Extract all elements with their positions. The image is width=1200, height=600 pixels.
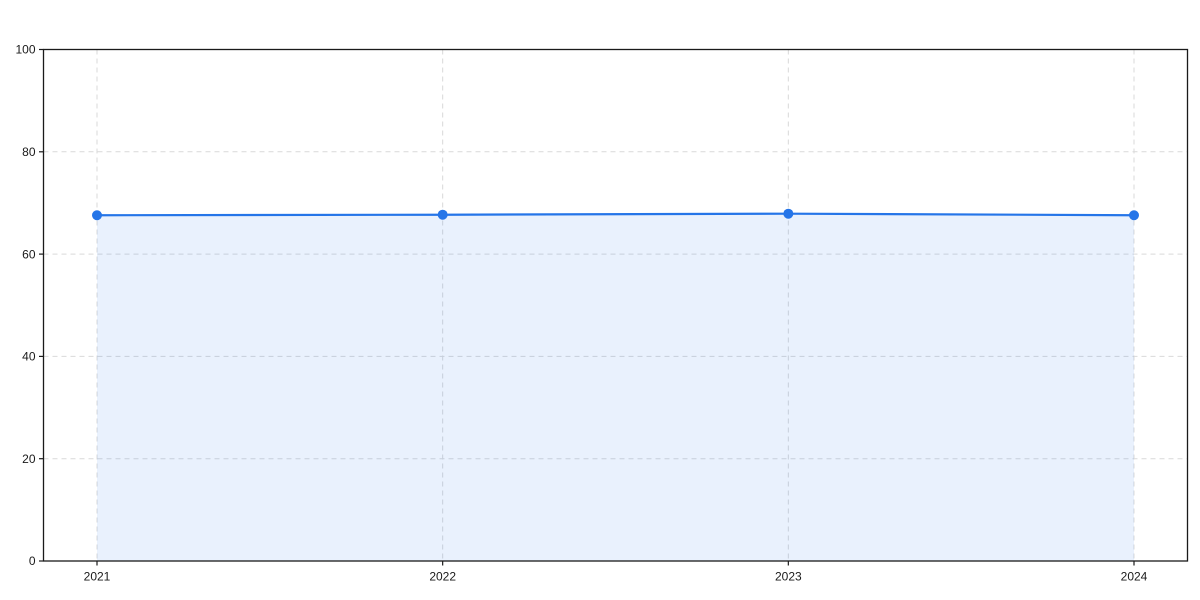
data-point-2024	[1129, 210, 1139, 221]
data-point-2022	[437, 209, 448, 220]
trend-line	[95, 212, 1136, 217]
data-point-2023	[783, 208, 794, 219]
data-point-2021	[92, 210, 102, 221]
x-tick-label-2023: 2023	[775, 570, 802, 584]
y-tick-label-40: 40	[22, 350, 36, 364]
x-tick-label-2022: 2022	[429, 570, 456, 584]
y-tick-label-0: 0	[29, 554, 36, 568]
x-tick-label-2021: 2021	[84, 570, 111, 584]
y-tick-label-60: 60	[22, 247, 36, 261]
area-fill	[97, 213, 1134, 561]
y-tick-label-20: 20	[22, 452, 36, 466]
x-tick-label-2024: 2024	[1121, 570, 1148, 584]
y-tick-label-80: 80	[22, 145, 36, 159]
y-tick-label-100: 100	[15, 43, 35, 57]
plot-border	[42, 48, 1189, 562]
